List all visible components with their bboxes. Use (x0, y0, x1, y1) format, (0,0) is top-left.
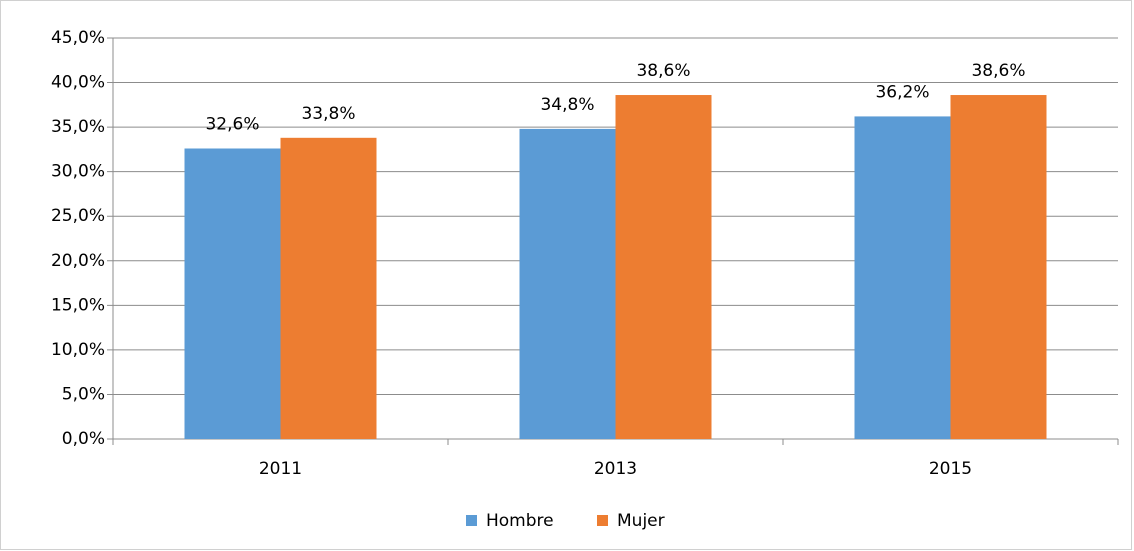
value-label: 38,6% (971, 61, 1025, 81)
y-tick-label: 45,0% (51, 28, 105, 48)
legend-label: Hombre (486, 511, 554, 531)
bar (280, 137, 377, 439)
bar (950, 95, 1047, 439)
value-label: 36,2% (875, 82, 929, 102)
y-tick-label: 5,0% (62, 384, 105, 404)
y-tick-label: 15,0% (51, 295, 105, 315)
y-tick-label: 35,0% (51, 117, 105, 137)
value-label: 34,8% (540, 95, 594, 115)
y-tick-label: 0,0% (62, 429, 105, 449)
x-tick-label: 2015 (929, 459, 972, 479)
x-tick-label: 2013 (594, 459, 637, 479)
value-label: 38,6% (636, 61, 690, 81)
legend-swatch (466, 515, 477, 526)
legend-label: Mujer (617, 511, 665, 531)
y-tick-label: 40,0% (51, 73, 105, 93)
value-label: 33,8% (301, 104, 355, 124)
y-tick-label: 20,0% (51, 251, 105, 271)
y-tick-label: 25,0% (51, 206, 105, 226)
x-tick-label: 2011 (259, 459, 302, 479)
y-tick-label: 30,0% (51, 162, 105, 182)
value-label: 32,6% (205, 114, 259, 134)
y-tick-label: 10,0% (51, 340, 105, 360)
bar (615, 95, 712, 439)
legend-swatch (597, 515, 608, 526)
bar (519, 128, 616, 440)
bar (854, 116, 951, 439)
bar (184, 148, 281, 439)
